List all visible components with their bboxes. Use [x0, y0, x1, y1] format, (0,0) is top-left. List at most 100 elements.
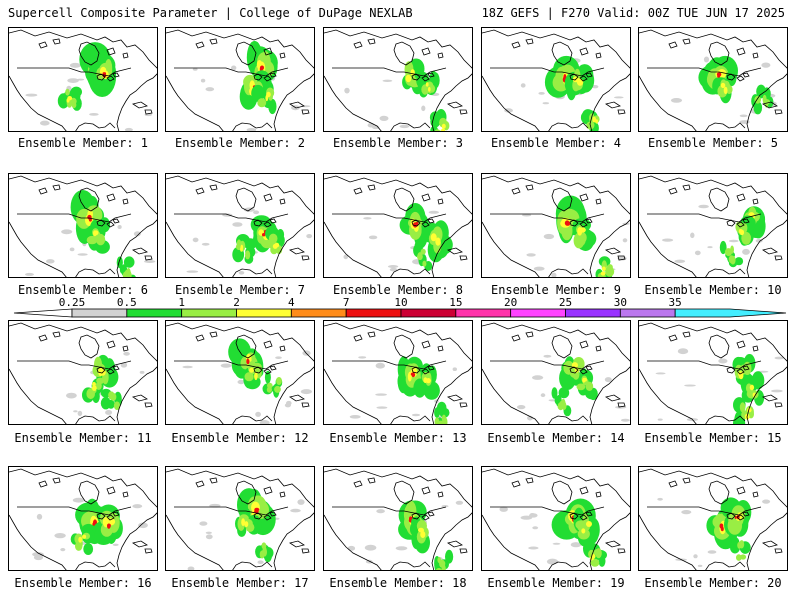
scp-contour-blob [57, 93, 70, 109]
member-map-canvas [166, 322, 314, 424]
scp-contour-blob [266, 91, 271, 98]
scp-contour-blob [600, 271, 606, 276]
scp-light-cell [182, 365, 193, 369]
scp-light-cell [36, 513, 43, 520]
scp-light-cell [411, 413, 421, 417]
scp-contour-blob [65, 88, 70, 96]
scp-light-cell [364, 544, 377, 551]
scp-light-cell [739, 114, 748, 118]
scp-contour-blob [251, 84, 265, 102]
scp-light-cell [762, 499, 771, 504]
member-map-canvas [639, 468, 787, 570]
scp-contour-blob [756, 84, 766, 99]
scp-contour-blob [267, 382, 273, 389]
us-canada-border [174, 213, 289, 223]
scp-contour-blob [727, 516, 742, 535]
hudson-bay-outline [235, 480, 257, 505]
us-canada-border [490, 360, 605, 370]
ensemble-member-label: Ensemble Member: 6 [17, 283, 149, 297]
great-lakes-outline [569, 218, 593, 228]
us-canada-border [647, 506, 762, 516]
scp-light-cell [517, 405, 526, 410]
scp-contour-blob [425, 82, 429, 87]
scp-light-cell [421, 105, 426, 112]
scp-light-cell [72, 497, 85, 503]
scp-light-cell [231, 65, 237, 71]
scp-contour-blob [573, 232, 585, 249]
scp-contour-blob [92, 382, 96, 387]
coastline [482, 322, 630, 424]
us-canada-border [647, 360, 762, 370]
scp-contour-blob [254, 507, 260, 512]
scp-light-cell [205, 87, 215, 92]
scp-light-cell [69, 62, 81, 68]
scp-contour-blob [276, 377, 282, 385]
member-map-canvas [482, 322, 630, 424]
island-outlines [195, 331, 310, 408]
scp-light-cell [201, 242, 210, 246]
scp-contour-blob [430, 233, 437, 242]
scp-light-cell [532, 375, 544, 380]
scp-light-cell [46, 259, 55, 264]
scp-contour-blob [108, 391, 113, 400]
scp-light-cell [382, 79, 393, 82]
member-map-canvas [166, 468, 314, 570]
great-lakes-outline [726, 365, 750, 375]
scp-light-cell [543, 233, 555, 240]
scp-light-cell [655, 372, 666, 375]
hudson-bay-outline [393, 41, 415, 66]
scp-contour-blob [445, 549, 454, 564]
colorbar-segment [565, 308, 621, 318]
great-lakes-outline [96, 218, 120, 228]
scp-contour-blob [736, 554, 742, 561]
scp-light-cell [670, 98, 683, 103]
scp-contour-blob [437, 557, 441, 563]
scp-light-cell [77, 78, 85, 81]
hudson-bay-outline [708, 334, 730, 359]
scp-light-cell [542, 102, 550, 105]
scp-light-cell [613, 96, 624, 99]
scp-light-cell [546, 558, 559, 565]
scp-contour-blob [414, 240, 422, 254]
ensemble-member-label: Ensemble Member: 19 [487, 576, 625, 590]
scp-light-cell [441, 505, 449, 508]
scp-light-cell [707, 550, 717, 554]
member-map-canvas [482, 468, 630, 570]
scp-contour-blob [425, 378, 431, 384]
great-lakes-outline [411, 72, 435, 82]
scp-light-cell [718, 358, 728, 364]
scp-light-cell [376, 406, 388, 409]
scp-light-cell [205, 534, 213, 540]
scp-contour-blob [420, 531, 426, 538]
scp-contour-blob [720, 82, 726, 89]
scp-light-cell [133, 231, 141, 237]
scp-contour-blob [724, 248, 733, 257]
hudson-bay-outline [551, 41, 573, 66]
island-outlines [195, 184, 310, 261]
colorbar-tick-label: 30 [614, 296, 627, 309]
ensemble-member-map-4 [481, 27, 631, 132]
scp-light-cell [684, 384, 696, 387]
scp-light-cell [61, 229, 73, 235]
ensemble-member-label: Ensemble Member: 11 [14, 431, 152, 445]
member-map-canvas [639, 175, 787, 277]
great-lakes-outline [726, 511, 750, 521]
colorbar-tick-label: 4 [288, 296, 295, 309]
scp-light-cell [232, 222, 243, 227]
great-lakes-outline [411, 365, 435, 375]
scp-contour-blob [441, 123, 446, 129]
scp-light-cell [120, 362, 128, 368]
us-canada-border [490, 67, 605, 77]
scp-contour-blob [254, 372, 258, 381]
coastline [9, 322, 157, 424]
ensemble-member-map-6 [8, 173, 158, 278]
us-canada-border [332, 213, 447, 223]
ensemble-member-map-19 [481, 466, 631, 571]
scp-light-cell [698, 204, 709, 209]
scp-contour-blob [67, 96, 73, 101]
scp-light-cell [674, 259, 686, 263]
hudson-bay-outline [551, 334, 573, 359]
scp-light-cell [387, 265, 399, 268]
coastline [639, 468, 787, 570]
coastline [324, 468, 472, 570]
